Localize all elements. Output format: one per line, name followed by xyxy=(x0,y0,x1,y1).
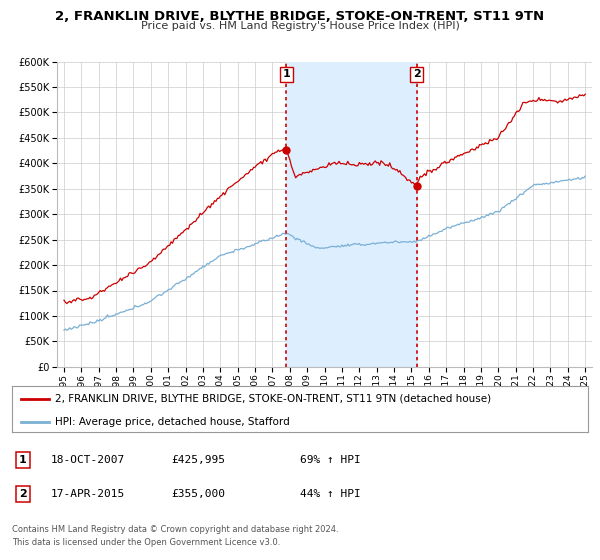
Text: 2, FRANKLIN DRIVE, BLYTHE BRIDGE, STOKE-ON-TRENT, ST11 9TN (detached house): 2, FRANKLIN DRIVE, BLYTHE BRIDGE, STOKE-… xyxy=(55,394,491,404)
Text: £355,000: £355,000 xyxy=(171,489,225,499)
Text: 2: 2 xyxy=(19,489,26,499)
Text: Price paid vs. HM Land Registry's House Price Index (HPI): Price paid vs. HM Land Registry's House … xyxy=(140,21,460,31)
Text: This data is licensed under the Open Government Licence v3.0.: This data is licensed under the Open Gov… xyxy=(12,538,280,547)
Text: 18-OCT-2007: 18-OCT-2007 xyxy=(51,455,125,465)
Text: £425,995: £425,995 xyxy=(171,455,225,465)
Bar xyxy=(286,62,416,367)
Text: 69% ↑ HPI: 69% ↑ HPI xyxy=(300,455,361,465)
Text: 2: 2 xyxy=(413,69,421,80)
Text: 17-APR-2015: 17-APR-2015 xyxy=(51,489,125,499)
Text: HPI: Average price, detached house, Stafford: HPI: Average price, detached house, Staf… xyxy=(55,417,290,427)
Text: 2, FRANKLIN DRIVE, BLYTHE BRIDGE, STOKE-ON-TRENT, ST11 9TN: 2, FRANKLIN DRIVE, BLYTHE BRIDGE, STOKE-… xyxy=(55,10,545,23)
Text: Contains HM Land Registry data © Crown copyright and database right 2024.: Contains HM Land Registry data © Crown c… xyxy=(12,525,338,534)
Text: 1: 1 xyxy=(19,455,26,465)
Text: 1: 1 xyxy=(283,69,290,80)
Text: 44% ↑ HPI: 44% ↑ HPI xyxy=(300,489,361,499)
